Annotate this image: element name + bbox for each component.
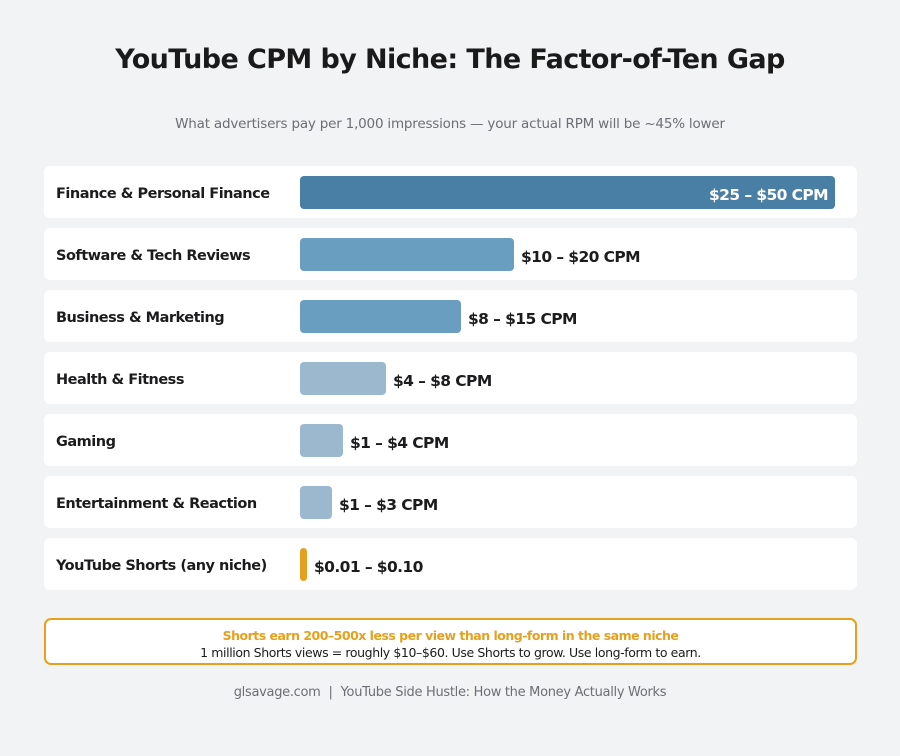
footer-separator: |: [328, 685, 333, 700]
bar: [300, 176, 835, 209]
row-label: YouTube Shorts (any niche): [56, 558, 267, 574]
bar-row-health: Health & Fitness $4 – $8 CPM: [44, 352, 857, 404]
bar-value-label: $25 – $50 CPM: [708, 186, 829, 204]
bar-row-shorts: YouTube Shorts (any niche) $0.01 – $0.10: [44, 538, 857, 590]
chart-title: YouTube CPM by Niche: The Factor-of-Ten …: [115, 44, 785, 75]
bar-value-label: $10 – $20 CPM: [521, 248, 641, 266]
footer: glsavage.com | YouTube Side Hustle: How th…: [0, 685, 900, 700]
bar-value-label: $4 – $8 CPM: [393, 372, 492, 390]
bar: [300, 424, 343, 457]
bar-row-gaming: Gaming $1 – $4 CPM: [44, 414, 857, 466]
bar-row-finance: Finance & Personal Finance $25 – $50 CPM: [44, 166, 857, 218]
row-label: Software & Tech Reviews: [56, 248, 251, 264]
bar-value-label: $8 – $15 CPM: [468, 310, 577, 328]
chart-subtitle: What advertisers pay per 1,000 impressio…: [175, 116, 725, 132]
callout-body: 1 million Shorts views = roughly $10–$60…: [200, 645, 701, 660]
bar-value-label: $1 – $4 CPM: [350, 434, 449, 452]
row-label: Entertainment & Reaction: [56, 496, 257, 512]
bar-rows: Finance & Personal Finance $25 – $50 CPM…: [44, 166, 857, 600]
row-label: Gaming: [56, 434, 116, 450]
bar-row-entertainment: Entertainment & Reaction $1 – $3 CPM: [44, 476, 857, 528]
callout-headline: Shorts earn 200–500x less per view than …: [222, 628, 679, 643]
bar-row-business: Business & Marketing $8 – $15 CPM: [44, 290, 857, 342]
bar: [300, 486, 332, 519]
bar-value-label: $0.01 – $0.10: [314, 558, 423, 576]
bar-value-label: $1 – $3 CPM: [339, 496, 438, 514]
bar: [300, 238, 514, 271]
footer-book-title: YouTube Side Hustle: How the Money Actua…: [340, 685, 667, 700]
bar: [300, 548, 307, 581]
shorts-callout-box: Shorts earn 200–500x less per view than …: [44, 618, 857, 665]
row-label: Health & Fitness: [56, 372, 184, 388]
row-label: Business & Marketing: [56, 310, 225, 326]
bar: [300, 300, 461, 333]
bar: [300, 362, 386, 395]
bar-row-software: Software & Tech Reviews $10 – $20 CPM: [44, 228, 857, 280]
row-label: Finance & Personal Finance: [56, 186, 270, 202]
footer-site: glsavage.com: [233, 685, 321, 700]
